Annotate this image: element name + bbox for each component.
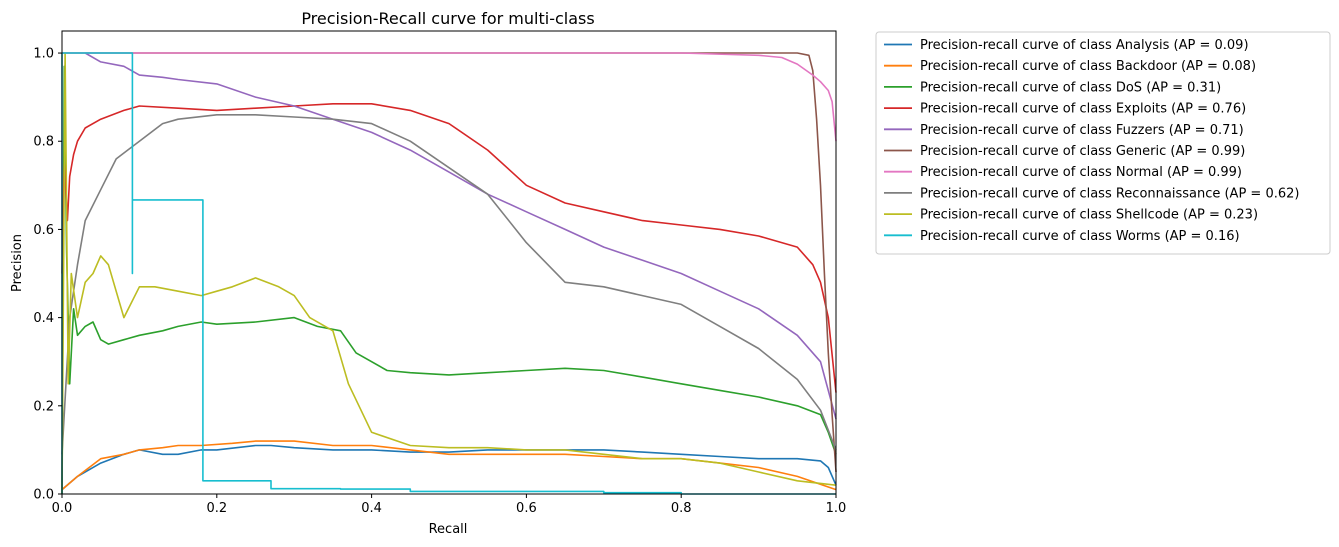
legend-label: Precision-recall curve of class Shellcod… (920, 208, 1258, 223)
y-axis-ticks: 0.0 0.2 0.4 0.6 0.8 1.0 (33, 47, 62, 503)
series-line-2 (61, 65, 837, 495)
x-tick-label: 0.2 (206, 501, 227, 516)
y-axis-label: Precision (10, 234, 25, 292)
x-axis-label: Recall (429, 522, 468, 537)
legend-label: Precision-recall curve of class Analysis… (920, 38, 1249, 53)
legend-label: Precision-recall curve of class Fuzzers … (920, 123, 1244, 138)
series-line-3 (61, 103, 837, 393)
legend-label: Precision-recall curve of class Reconnai… (920, 186, 1299, 201)
series-layer (61, 52, 837, 495)
y-tick-label: 0.2 (33, 399, 54, 414)
y-tick-label: 0.0 (33, 488, 54, 503)
legend-label: Precision-recall curve of class Backdoor… (920, 59, 1256, 74)
legend-label: Precision-recall curve of class Worms (A… (920, 229, 1240, 244)
series-line-5 (62, 52, 837, 473)
chart-title: Precision-Recall curve for multi-class (301, 9, 594, 28)
plot-frame (61, 30, 837, 495)
y-tick-label: 1.0 (33, 47, 54, 62)
series-line-8 (61, 52, 837, 495)
legend-label: Precision-recall curve of class DoS (AP … (920, 80, 1221, 95)
x-tick-label: 0.4 (361, 501, 382, 516)
y-tick-label: 0.8 (33, 135, 54, 150)
legend-box (875, 31, 1331, 255)
y-tick-label: 0.4 (33, 311, 54, 326)
x-tick-label: 0.0 (52, 501, 73, 516)
x-tick-label: 0.6 (516, 501, 537, 516)
legend: Precision-recall curve of class Analysis… (875, 31, 1331, 255)
x-tick-label: 1.0 (826, 501, 847, 516)
x-axis-ticks: 0.0 0.2 0.4 0.6 0.8 1.0 (52, 494, 847, 516)
legend-label: Precision-recall curve of class Normal (… (920, 165, 1242, 180)
legend-label: Precision-recall curve of class Generic … (920, 144, 1245, 159)
series-line-7 (61, 114, 837, 455)
y-tick-label: 0.6 (33, 223, 54, 238)
series-line-4 (84, 52, 837, 420)
series-line-0 (61, 444, 837, 491)
x-tick-label: 0.8 (671, 501, 692, 516)
series-line-9 (61, 52, 836, 495)
series-line-6 (62, 52, 837, 142)
legend-label: Precision-recall curve of class Exploits… (920, 102, 1246, 117)
